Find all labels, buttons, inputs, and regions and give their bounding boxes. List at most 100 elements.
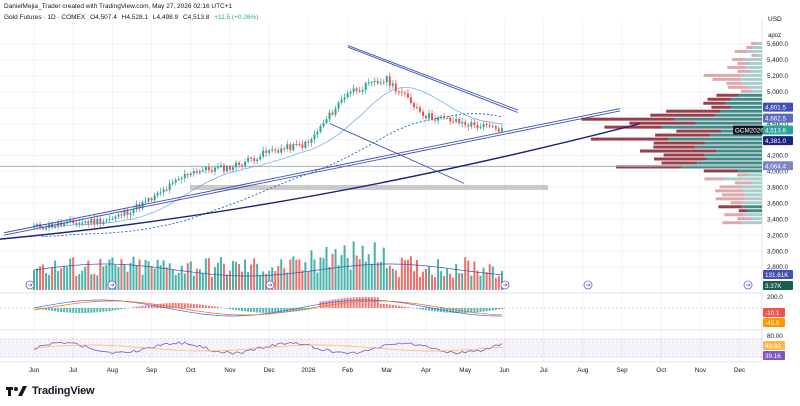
macd-bar — [262, 308, 265, 313]
candle-body — [153, 195, 156, 201]
price-tag-label: 4,381.0 — [765, 138, 787, 145]
volume-profile-up-bar — [720, 109, 762, 113]
price-tag[interactable] — [763, 113, 793, 123]
macd-bar — [361, 297, 364, 308]
price-tag[interactable] — [763, 161, 793, 171]
macd-bar — [78, 308, 81, 313]
macd-bar — [476, 308, 479, 313]
volume-profile-down-bar — [703, 73, 742, 77]
price-tag[interactable] — [763, 136, 793, 146]
candle-body — [96, 218, 99, 224]
price-tick-label: 5,600.0 — [767, 41, 789, 48]
candle-body — [174, 179, 177, 183]
candle-body — [123, 210, 126, 216]
candle-body — [207, 167, 210, 171]
tradingview-logo[interactable]: TradingView — [6, 385, 95, 397]
volume-bar — [60, 267, 63, 290]
volume-bar — [473, 261, 476, 290]
macd-bar — [183, 303, 186, 308]
macd-tag[interactable] — [763, 318, 785, 327]
volume-profile-up-bar — [668, 137, 762, 141]
macd-bar — [415, 308, 418, 309]
candle-body — [259, 156, 262, 160]
price-tag-label: 4,801.5 — [765, 105, 787, 112]
macd-bar — [102, 308, 105, 312]
candle-body — [168, 183, 171, 190]
high-value: H4,528.1 — [121, 14, 149, 21]
rsi-tag[interactable] — [763, 351, 785, 360]
candle-body — [120, 214, 123, 216]
candle-body — [138, 204, 141, 209]
volume-bar — [99, 258, 102, 290]
candle-body — [265, 150, 268, 153]
price-tick-label: 3,000.0 — [767, 248, 789, 255]
volume-bar — [54, 260, 57, 290]
macd-bar — [253, 308, 256, 313]
volume-bar — [174, 275, 177, 290]
volume-tag[interactable] — [763, 270, 793, 279]
macd-bar — [406, 307, 409, 308]
volume-bar — [241, 271, 244, 290]
candle-body — [461, 121, 464, 124]
rsi-tick-label: 80.00 — [767, 333, 783, 340]
macd-bar — [66, 308, 69, 313]
candle-body — [114, 216, 117, 219]
macd-bar — [198, 304, 201, 308]
replay-arrow-icon — [28, 283, 33, 287]
rsi-tag[interactable] — [763, 341, 785, 350]
rsi-line — [33, 341, 503, 355]
symbol-name[interactable]: Gold Futures · 1D · COMEX — [4, 14, 86, 21]
volume-bar — [78, 274, 81, 290]
volume-bar — [150, 266, 153, 290]
volume-bar — [168, 263, 171, 290]
volume-profile-down-bar — [737, 173, 751, 177]
volume-bar — [204, 258, 207, 290]
macd-tag[interactable] — [763, 308, 785, 317]
scale-note: apoz — [768, 33, 782, 39]
candle-body — [256, 159, 259, 161]
volume-profile-down-bar — [615, 165, 682, 169]
macd-bar — [482, 308, 485, 312]
price-tag[interactable] — [733, 125, 763, 135]
volume-profile-down-bar — [676, 129, 722, 133]
macd-bar — [174, 303, 177, 308]
volume-profile-up-bar — [730, 97, 762, 101]
volume-bar — [349, 269, 352, 290]
macd-bar — [434, 308, 437, 312]
candle-body — [219, 165, 222, 168]
candle-body — [93, 219, 96, 224]
candle-body — [391, 83, 394, 86]
volume-bar — [394, 270, 397, 290]
candle-body — [473, 122, 476, 126]
price-tag[interactable] — [763, 125, 793, 135]
price-tick-label: 4,200.0 — [767, 153, 789, 160]
volume-bar — [162, 260, 165, 290]
macd-bar — [229, 308, 231, 310]
candle-body — [376, 81, 379, 84]
time-tick-label: Feb — [342, 367, 353, 374]
volume-profile-up-bar — [743, 213, 762, 217]
candle-body — [102, 221, 105, 224]
candle-body — [412, 103, 415, 108]
macd-bar — [117, 308, 120, 310]
volume-bar — [397, 277, 400, 290]
macd-bar — [370, 297, 373, 308]
candle-body — [313, 134, 316, 140]
volume-bar — [81, 270, 84, 290]
volume-profile-up-bar — [749, 61, 762, 65]
price-tag[interactable] — [763, 102, 793, 112]
volume-profile-up-bar — [706, 157, 762, 161]
volume-profile-down-bar — [704, 177, 726, 181]
volume-bar — [210, 276, 213, 290]
volume-bar — [428, 266, 431, 290]
candle-body — [42, 228, 45, 230]
candle-body — [292, 144, 295, 151]
volume-tag[interactable] — [763, 281, 793, 290]
currency-label[interactable]: USD — [768, 16, 782, 23]
candle-body — [90, 219, 93, 224]
candle-body — [286, 144, 289, 149]
macd-bar — [99, 308, 102, 313]
candle-body — [301, 144, 304, 148]
candle-body — [280, 148, 283, 153]
